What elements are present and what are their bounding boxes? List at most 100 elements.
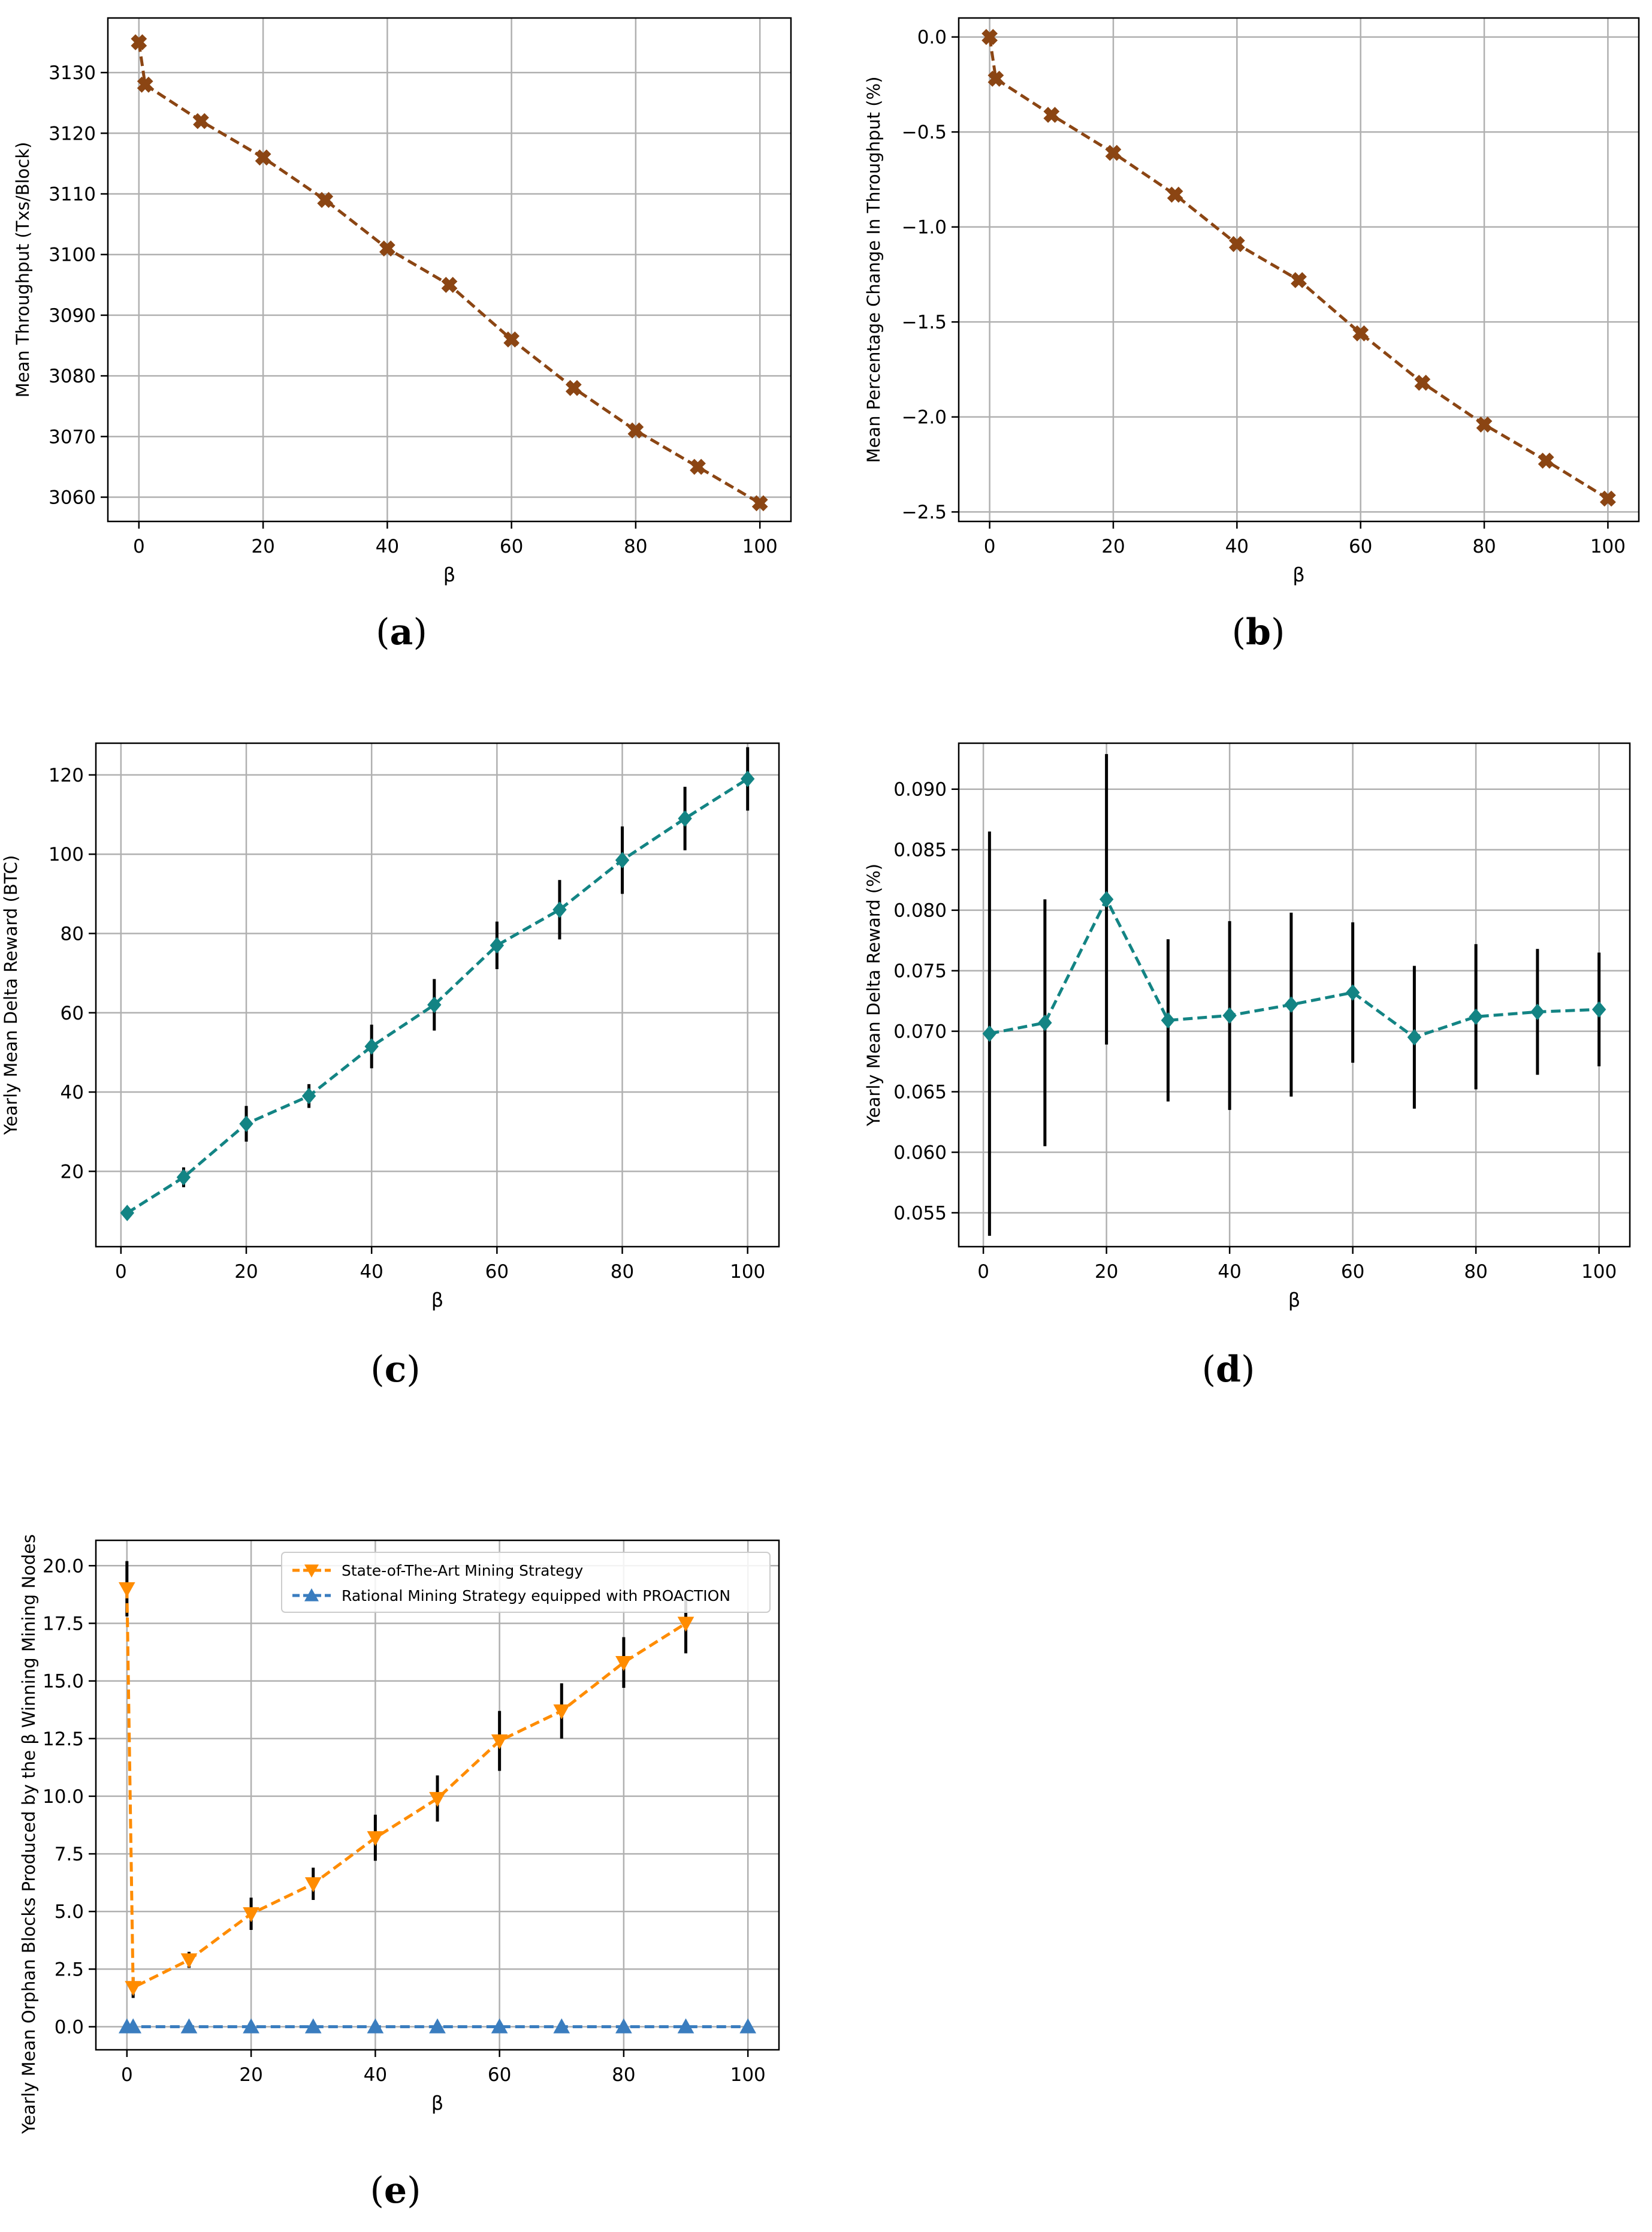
- x-tick-label: 100: [1581, 1261, 1617, 1283]
- data-point: [1038, 1014, 1052, 1031]
- data-point: [243, 1907, 259, 1923]
- y-tick-label: 3060: [49, 487, 96, 509]
- chart-a-svg: 0 20 40 60 80 100 3060 3070 3080 3090 3100 3110 3120…: [13, 17, 792, 586]
- caption-e: (e): [370, 2170, 421, 2212]
- legend-label: Rational Mining Strategy equipped with P…: [342, 1587, 730, 1604]
- data-point: [690, 459, 706, 475]
- legend-label: State-of-The-Art Mining Strategy: [342, 1562, 584, 1579]
- data-point: [1345, 984, 1360, 1001]
- data-point: [490, 937, 505, 954]
- chart-e-svg: 0 20 40 60 80 100 0.0 2.5 5.0 7.5 10.0 12.5 15.0 17.5…: [19, 1534, 780, 2135]
- caption-d: (d): [1201, 1349, 1255, 1391]
- y-axis-label: Yearly Mean Orphan Blocks Produced by th…: [19, 1534, 39, 2135]
- y-tick-label: 10.0: [43, 1786, 84, 1808]
- x-tick-label: 20: [1095, 1261, 1118, 1283]
- data-point: [304, 2018, 322, 2034]
- data-point: [1469, 1008, 1483, 1025]
- x-tick-label: 80: [611, 1261, 634, 1283]
- data-point: [239, 1115, 253, 1132]
- data-point: [678, 810, 692, 827]
- chart-d-svg: 0 20 40 60 80 100 0.055 0.060 0.065 0.070 0.075 0.0…: [863, 742, 1631, 1311]
- data-point: [304, 1877, 322, 1893]
- panel-c-delta-reward-btc: 0 20 40 60 80 100 20 40 60 80 100 120 β Yearly Mean D…: [0, 719, 803, 1319]
- data-point: [255, 149, 271, 166]
- data-point: [751, 495, 768, 512]
- data-point: [1591, 1001, 1606, 1018]
- y-tick-label: 0.060: [893, 1142, 947, 1164]
- data-point: [379, 240, 395, 257]
- x-tick-label: 40: [1218, 1261, 1241, 1283]
- caption-c: (c): [370, 1349, 421, 1391]
- x-tick-label: 60: [1341, 1261, 1364, 1283]
- y-tick-label: 0.075: [893, 961, 947, 982]
- x-tick-label: 40: [364, 2064, 387, 2086]
- data-point: [553, 2018, 570, 2034]
- y-tick-label: 60: [61, 1003, 84, 1024]
- y-tick-label: −0.5: [902, 122, 947, 143]
- x-tick-label: 80: [612, 2064, 635, 2086]
- data-point: [503, 331, 520, 348]
- x-tick-label: 80: [1464, 1261, 1487, 1283]
- data-point: [491, 1734, 508, 1750]
- y-tick-label: 80: [61, 923, 84, 945]
- data-point: [367, 2018, 384, 2034]
- y-tick-label: 7.5: [55, 1844, 84, 1865]
- data-point: [982, 1025, 997, 1042]
- data-point: [1530, 1003, 1545, 1021]
- y-tick-label: 120: [49, 765, 84, 786]
- x-tick-label: 60: [500, 536, 523, 557]
- y-tick-label: 12.5: [43, 1729, 84, 1750]
- data-point: [615, 2018, 632, 2034]
- data-point: [677, 1616, 694, 1632]
- x-axis-label: β: [1292, 563, 1304, 586]
- series-line-1: [126, 777, 749, 1214]
- x-tick-label: 0: [115, 1261, 127, 1283]
- y-axis-label: Mean Throughput (Txs/Block): [13, 142, 33, 398]
- plot-frame: [958, 17, 1640, 523]
- x-tick-label: 20: [251, 536, 274, 557]
- x-tick-label: 60: [488, 2064, 511, 2086]
- y-tick-label: 0.090: [893, 779, 947, 801]
- panel-d-delta-reward-pct: 0 20 40 60 80 100 0.055 0.060 0.065 0.070 0.075 0.0…: [851, 719, 1652, 1319]
- data-point: [739, 2018, 757, 2034]
- y-tick-label: 3080: [49, 366, 96, 387]
- data-point: [741, 770, 755, 788]
- y-axis-label: Yearly Mean Delta Reward (BTC): [1, 855, 21, 1136]
- caption-b-letter: b: [1246, 611, 1271, 653]
- y-tick-label: 3110: [49, 183, 96, 205]
- data-point: [677, 2018, 694, 2034]
- caption-a-letter: a: [389, 611, 413, 653]
- data-point: [1414, 375, 1431, 391]
- x-tick-label: 20: [1101, 536, 1125, 557]
- data-point: [120, 1205, 135, 1221]
- x-tick-label: 100: [730, 1261, 765, 1283]
- data-point: [137, 76, 153, 93]
- x-tick-label: 80: [624, 536, 647, 557]
- y-tick-label: 0.070: [893, 1021, 947, 1043]
- y-tick-label: 40: [61, 1082, 84, 1103]
- data-point: [301, 1087, 316, 1105]
- data-point: [1161, 1012, 1176, 1029]
- y-tick-label: 0.055: [893, 1202, 947, 1224]
- x-tick-label: 100: [742, 536, 778, 557]
- y-tick-label: −1.5: [902, 312, 947, 333]
- data-point: [367, 1831, 384, 1847]
- y-tick-label: 0.065: [893, 1082, 947, 1103]
- data-point: [1538, 453, 1554, 469]
- caption-e-letter: e: [383, 2170, 407, 2212]
- y-tick-label: 3120: [49, 123, 96, 144]
- caption-b: (b): [1231, 611, 1285, 653]
- y-tick-label: 20: [61, 1161, 84, 1183]
- data-point: [987, 70, 1004, 87]
- x-tick-label: 60: [1349, 536, 1372, 557]
- y-tick-label: −2.5: [902, 502, 947, 523]
- data-point: [1167, 186, 1183, 203]
- x-axis-label: β: [443, 563, 455, 586]
- x-tick-label: 0: [984, 536, 996, 557]
- y-tick-label: 17.5: [43, 1613, 84, 1634]
- data-point: [1407, 1028, 1422, 1046]
- x-axis-label: β: [431, 2092, 443, 2115]
- data-point: [1099, 891, 1114, 908]
- chart-c-svg: 0 20 40 60 80 100 20 40 60 80 100 120 β Yearly Mean D…: [1, 742, 780, 1311]
- y-tick-label: 0.0: [55, 2017, 84, 2038]
